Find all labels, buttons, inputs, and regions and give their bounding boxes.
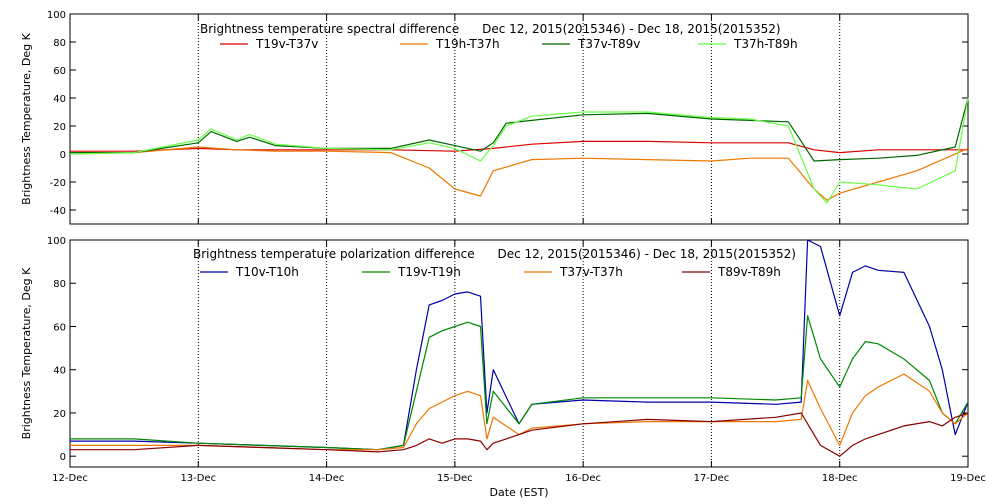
legend-label-t89v-t89h: T89v-T89h	[717, 265, 781, 279]
y-axis-bottom: 0 20 40 60 80 100	[47, 236, 968, 463]
legend-top: T19v-T37v T19h-T37h T37v-T89v T37h-T89h	[220, 37, 798, 51]
legend-label-t19v-t19h: T19v-T19h	[397, 265, 461, 279]
x-tick-label: 15-Dec	[437, 473, 473, 484]
legend-label-t19h-t37h: T19h-T37h	[435, 37, 500, 51]
legend-bottom: T10v-T10h T19v-T19h T37v-T37h T89v-T89h	[200, 265, 781, 279]
series-line-t89v-t89h	[70, 412, 969, 457]
y-tick-label: 60	[53, 66, 66, 77]
y-axis-label-bottom: Brightness Temperature, Deg K	[20, 267, 33, 439]
x-tick-label: 13-Dec	[180, 473, 216, 484]
panel-spectral-difference: -40 -20 0 20 40 60 80 100 Brightness temperatur…	[20, 10, 969, 225]
y-tick-label: -40	[50, 206, 66, 217]
legend-label-t37v-t89v: T37v-T89v	[577, 37, 640, 51]
plot-frame-top	[69, 13, 969, 225]
y-tick-label: 100	[47, 10, 66, 21]
x-tick-label: 17-Dec	[694, 473, 730, 484]
series-line-t37v-t37h	[70, 373, 969, 451]
chart-title-top: Brightness temperature spectral differen…	[200, 22, 781, 36]
series-line-t19h-t37h	[69, 146, 969, 201]
y-tick-label: 40	[53, 366, 66, 377]
y-tick-label: 0	[60, 452, 66, 463]
x-tick-label: 12-Dec	[52, 473, 88, 484]
x-axis-label: Date (EST)	[489, 486, 548, 499]
series-group-bottom	[70, 239, 969, 457]
y-axis-top: -40 -20 0 20 40 60 80 100	[47, 10, 968, 217]
y-tick-label: 20	[53, 122, 66, 133]
legend-label-t37h-t89h: T37h-T89h	[733, 37, 798, 51]
y-tick-label: 100	[47, 236, 66, 247]
y-tick-label: 80	[53, 279, 66, 290]
y-tick-label: 60	[53, 322, 66, 333]
y-tick-label: 40	[53, 94, 66, 105]
y-tick-label: 80	[53, 38, 66, 49]
x-axis-bottom: 12-Dec 13-Dec 14-Dec 15-Dec 16-Dec 17-Dec 18-D…	[52, 240, 986, 484]
y-tick-label: -20	[50, 178, 66, 189]
x-tick-label: 18-Dec	[822, 473, 858, 484]
x-tick-label: 16-Dec	[565, 473, 601, 484]
series-group-top	[69, 97, 969, 204]
legend-label-t19v-t37v: T19v-T37v	[255, 37, 318, 51]
x-tick-label: 14-Dec	[309, 473, 345, 484]
panel-polarization-difference: 0 20 40 60 80 100 12-Dec 13-Dec 14-Dec 15-Dec 16-…	[20, 236, 986, 484]
y-tick-label: 0	[60, 150, 66, 161]
legend-label-t37v-t37h: T37v-T37h	[559, 265, 623, 279]
plot-frame-bottom	[69, 239, 969, 468]
series-line-t19v-t19h	[70, 315, 969, 451]
legend-label-t10v-t10h: T10v-T10h	[235, 265, 299, 279]
series-line-t37v-t89v	[70, 97, 969, 162]
chart-title-bottom: Brightness temperature polarization diff…	[193, 247, 796, 261]
series-line-t37h-t89h	[69, 97, 969, 204]
y-tick-label: 20	[53, 409, 66, 420]
y-axis-label-top: Brightness Temperature, Deg K	[20, 32, 33, 204]
x-axis-ticks-top	[69, 14, 969, 224]
x-tick-label: 19-Dec	[950, 473, 986, 484]
grid-bottom	[197, 240, 841, 467]
